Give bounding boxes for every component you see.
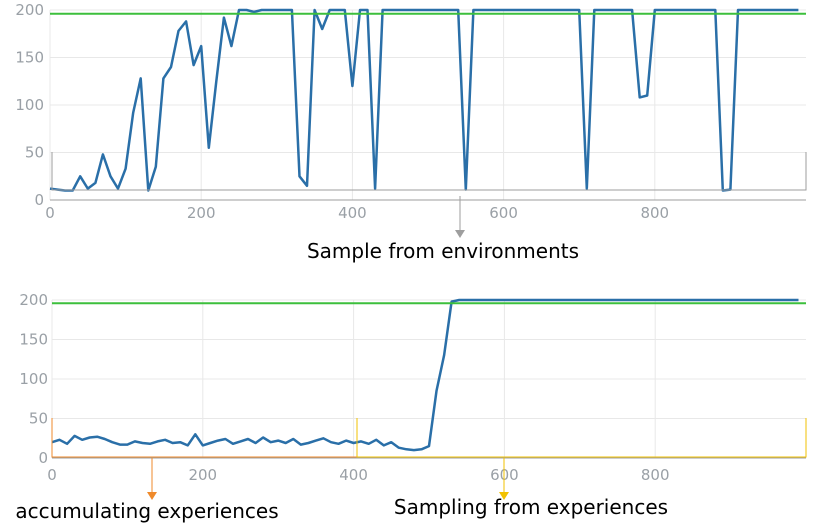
x-tick-label: 0: [47, 466, 57, 484]
gray-arrow: [455, 196, 465, 238]
bottom-left-caption: accumulating experiences: [15, 499, 278, 523]
y-tick-label: 0: [34, 191, 44, 209]
top-caption: Sample from environments: [307, 239, 579, 263]
top-focus-box: [51, 152, 807, 191]
x-tick-label: 600: [489, 204, 518, 222]
y-tick-label: 200: [15, 1, 44, 19]
y-tick-label: 100: [15, 96, 44, 114]
x-tick-label: 800: [641, 466, 670, 484]
orange-arrow: [147, 458, 157, 500]
x-tick-label: 400: [339, 466, 368, 484]
x-tick-label: 800: [640, 204, 669, 222]
x-tick-label: 400: [338, 204, 367, 222]
y-tick-label: 150: [15, 49, 44, 67]
sampling-region-box: [356, 418, 807, 458]
x-tick-label: 0: [45, 204, 55, 222]
y-tick-label: 50: [25, 144, 44, 162]
chart-top: 0 50 100 150 200 0 200 400 600 800: [15, 1, 806, 222]
y-tick-label: 150: [19, 331, 48, 349]
series-line-reward: [51, 298, 799, 452]
bottom-right-caption: Sampling from experiences: [394, 495, 668, 519]
y-tick-label: 50: [29, 410, 48, 428]
yellow-arrow: [499, 458, 509, 500]
y-tick-label: 0: [38, 449, 48, 467]
series-line-reward: [49, 8, 799, 192]
y-tick-label: 200: [19, 291, 48, 309]
y-tick-label: 100: [19, 370, 48, 388]
x-tick-label: 200: [187, 204, 216, 222]
x-tick-label: 200: [188, 466, 217, 484]
